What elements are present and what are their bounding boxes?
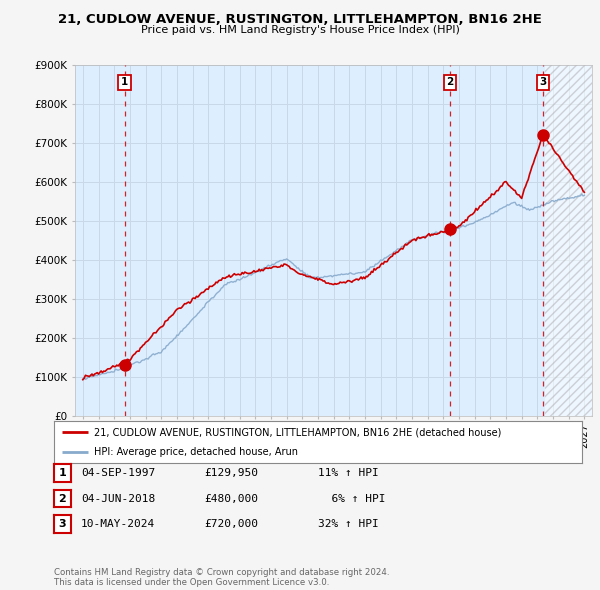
Text: 3: 3 xyxy=(539,77,547,87)
Polygon shape xyxy=(545,65,592,416)
Text: 04-SEP-1997: 04-SEP-1997 xyxy=(81,468,155,478)
Text: 21, CUDLOW AVENUE, RUSTINGTON, LITTLEHAMPTON, BN16 2HE: 21, CUDLOW AVENUE, RUSTINGTON, LITTLEHAM… xyxy=(58,13,542,26)
Text: HPI: Average price, detached house, Arun: HPI: Average price, detached house, Arun xyxy=(94,447,298,457)
Text: Price paid vs. HM Land Registry's House Price Index (HPI): Price paid vs. HM Land Registry's House … xyxy=(140,25,460,35)
Text: 1: 1 xyxy=(121,77,128,87)
Text: 1: 1 xyxy=(59,468,66,478)
Text: Contains HM Land Registry data © Crown copyright and database right 2024.
This d: Contains HM Land Registry data © Crown c… xyxy=(54,568,389,587)
Text: 21, CUDLOW AVENUE, RUSTINGTON, LITTLEHAMPTON, BN16 2HE (detached house): 21, CUDLOW AVENUE, RUSTINGTON, LITTLEHAM… xyxy=(94,427,501,437)
Text: 10-MAY-2024: 10-MAY-2024 xyxy=(81,519,155,529)
Text: 32% ↑ HPI: 32% ↑ HPI xyxy=(318,519,379,529)
Text: £480,000: £480,000 xyxy=(204,494,258,503)
Text: 11% ↑ HPI: 11% ↑ HPI xyxy=(318,468,379,478)
Text: 2: 2 xyxy=(446,77,454,87)
Text: 04-JUN-2018: 04-JUN-2018 xyxy=(81,494,155,503)
Text: £129,950: £129,950 xyxy=(204,468,258,478)
Text: 2: 2 xyxy=(59,494,66,503)
Text: 3: 3 xyxy=(59,519,66,529)
Text: 6% ↑ HPI: 6% ↑ HPI xyxy=(318,494,386,503)
Text: £720,000: £720,000 xyxy=(204,519,258,529)
